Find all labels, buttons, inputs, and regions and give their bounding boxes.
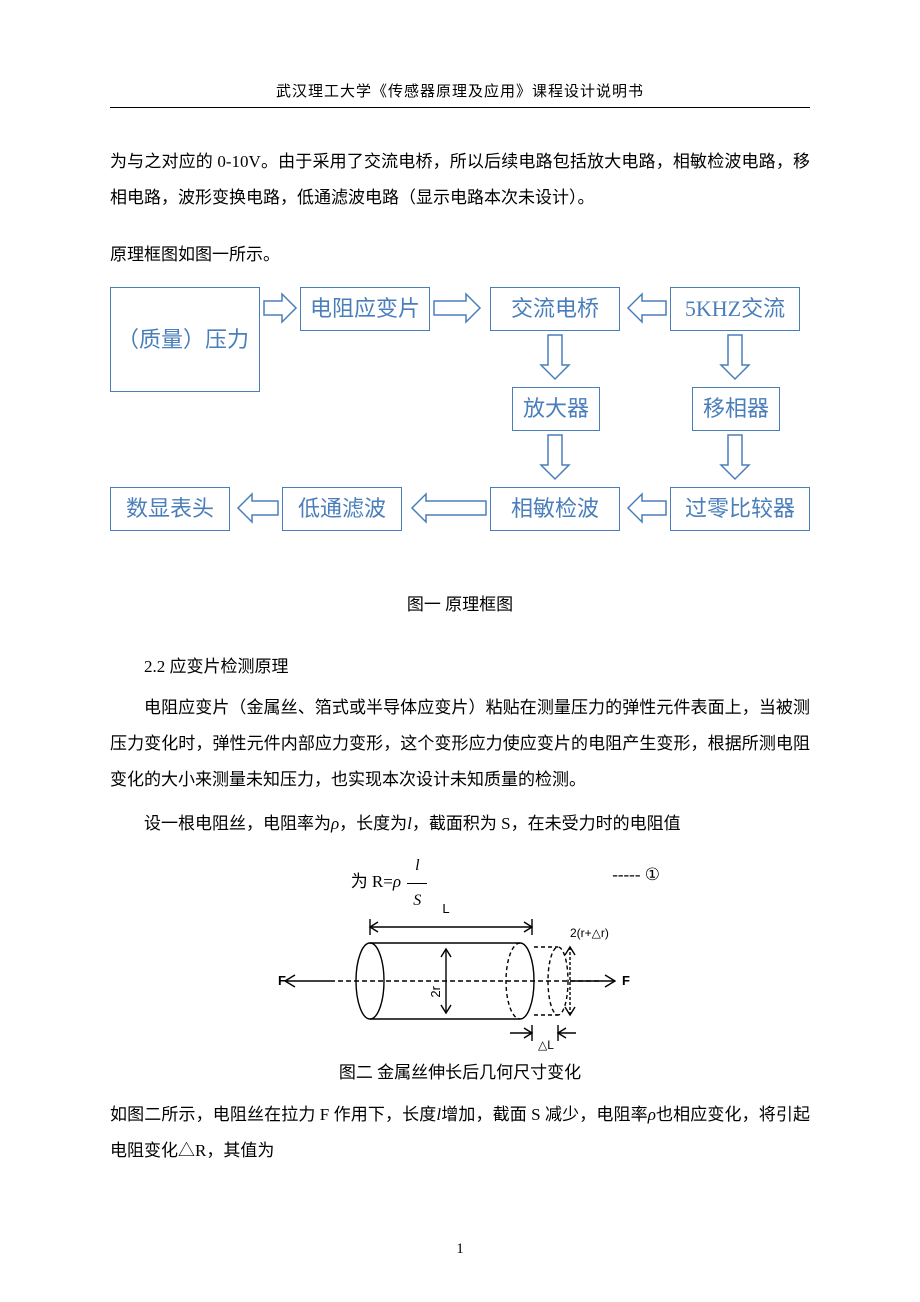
node-lowpass: 低通滤波 — [282, 487, 402, 531]
caption-fig1: 图一 原理框图 — [110, 587, 810, 623]
node-ac-bridge: 交流电桥 — [490, 287, 620, 331]
p5-a: 如图二所示，电阻丝在拉力 F 作用下，长度 — [110, 1105, 436, 1124]
cylinder-diagram: L F F 2r △L 2(r+△r) — [270, 891, 650, 1051]
caption-fig2: 图二 金属丝伸长后几何尺寸变化 — [110, 1055, 810, 1091]
node-5khz: 5KHZ交流 — [670, 287, 800, 331]
paragraph-4: 设一根电阻丝，电阻率为ρ，长度为l，截面积为 S，在未受力时的电阻值 — [110, 806, 810, 842]
page-number: 1 — [0, 1241, 920, 1258]
node-mass-pressure: （质量）压力 — [110, 287, 260, 392]
node-strain-gauge: 电阻应变片 — [300, 287, 430, 331]
p4-mid1: ，长度为 — [339, 814, 407, 833]
fraction: l S — [407, 849, 427, 917]
p4-prefix: 设一根电阻丝，电阻率为 — [144, 814, 331, 833]
paragraph-2: 原理框图如图一所示。 — [110, 237, 810, 273]
node-amplifier: 放大器 — [512, 387, 600, 431]
formula-1: 为 R=ρ l S ----- ① — [110, 849, 810, 889]
label-dL: △L — [538, 1038, 554, 1051]
node-display: 数显表头 — [110, 487, 230, 531]
paragraph-1: 为与之对应的 0-10V。由于采用了交流电桥，所以后续电路包括放大电路，相敏检波… — [110, 144, 810, 215]
node-phase-shifter: 移相器 — [692, 387, 780, 431]
label-F-left: F — [278, 973, 286, 988]
formula-label: ----- ① — [612, 857, 660, 893]
fraction-den: S — [407, 884, 427, 918]
formula-prefix: 为 R= — [351, 872, 393, 891]
paragraph-5: 如图二所示，电阻丝在拉力 F 作用下，长度l增加，截面 S 减少，电阻率ρ也相应… — [110, 1097, 810, 1168]
node-zero-cross: 过零比较器 — [670, 487, 810, 531]
label-F-right: F — [622, 973, 630, 988]
rho-symbol-2: ρ — [648, 1105, 656, 1124]
fraction-num: l — [407, 849, 427, 884]
label-2r: 2r — [428, 986, 443, 998]
section-2-2-title: 2.2 应变片检测原理 — [110, 649, 810, 685]
node-phase-detect: 相敏检波 — [490, 487, 620, 531]
rho-symbol: ρ — [331, 814, 339, 833]
label-2r-dr: 2(r+△r) — [570, 926, 609, 940]
page-header: 武汉理工大学《传感器原理及应用》课程设计说明书 — [110, 80, 810, 108]
formula-rho: ρ — [393, 872, 401, 891]
paragraph-3: 电阻应变片（金属丝、箔式或半导体应变片）粘贴在测量压力的弹性元件表面上，当被测压… — [110, 690, 810, 797]
p4-mid2: ，截面积为 S，在未受力时的电阻值 — [412, 814, 681, 833]
p5-b: 增加，截面 S 减少，电阻率 — [441, 1105, 648, 1124]
block-diagram: （质量）压力 电阻应变片 交流电桥 5KHZ交流 放大器 移相器 数显表头 低通… — [110, 287, 810, 567]
label-L: L — [442, 901, 449, 916]
